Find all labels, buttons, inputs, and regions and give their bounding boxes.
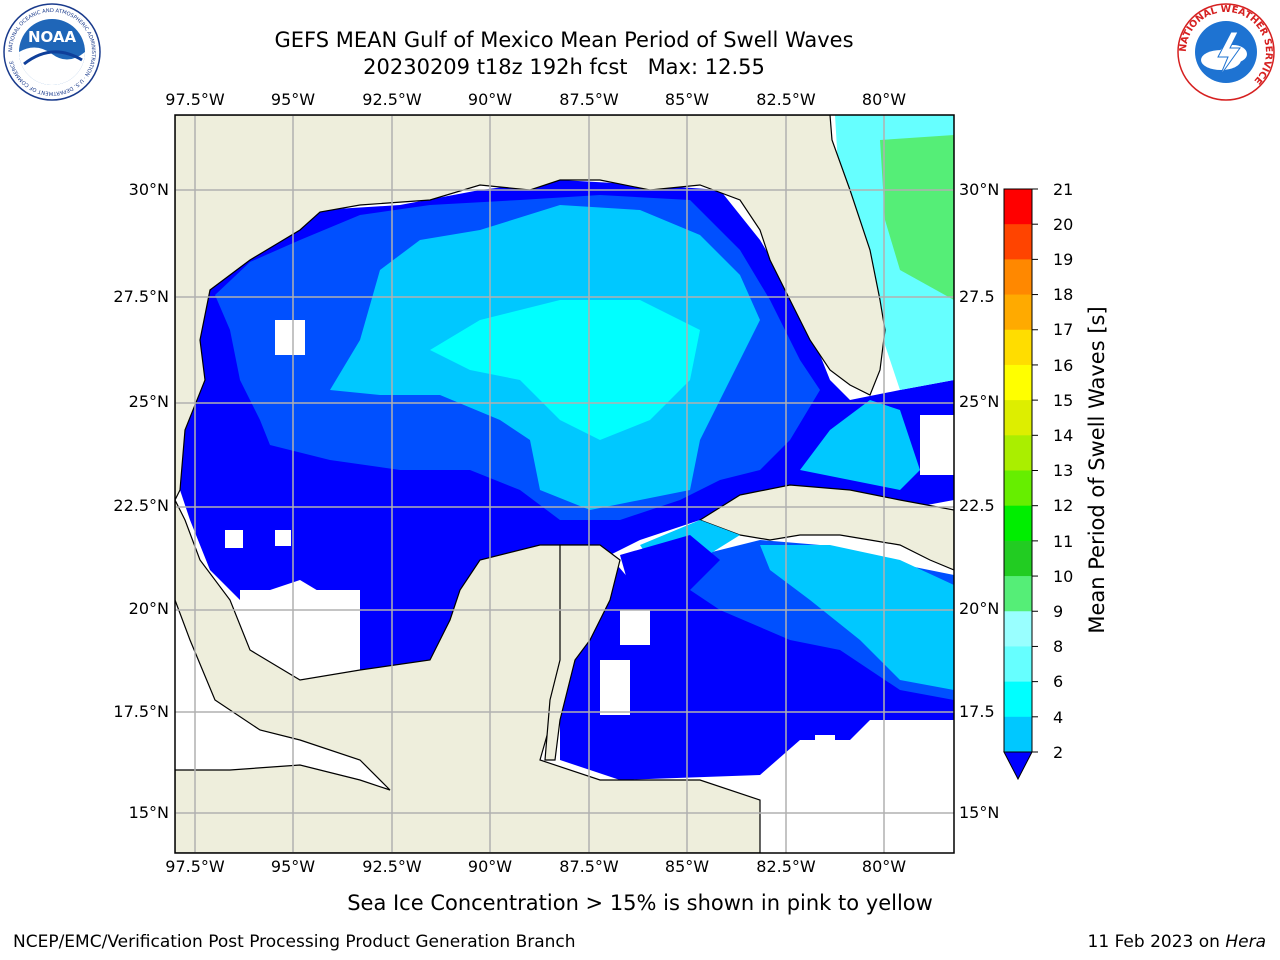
- lon-label-bottom: 80°W: [861, 857, 907, 876]
- graticule: [175, 115, 954, 853]
- colorbar-segment: [1004, 364, 1032, 401]
- colorbar-tick: 2: [1053, 743, 1064, 762]
- lat-label-left: 22.5°N: [113, 496, 169, 515]
- colorbar-segment: [1004, 611, 1032, 647]
- lon-label-top: 95°W: [270, 90, 316, 109]
- lon-label-bottom: 95°W: [270, 857, 316, 876]
- swell-field-4-6s-straits: [800, 400, 920, 490]
- lat-label-right: 15°N: [959, 803, 1000, 822]
- lat-label-left: 27.5°N: [113, 287, 169, 306]
- colorbar-segment: [1004, 716, 1032, 753]
- missing-data-patch: [620, 610, 650, 645]
- lon-label-top: 90°W: [467, 90, 513, 109]
- colorbar-segment: [1004, 224, 1032, 260]
- colorbar-tick: 19: [1053, 250, 1074, 269]
- colorbar-segment: [1004, 400, 1032, 436]
- colorbar-segment: [1004, 646, 1032, 683]
- lat-label-right: 25°N: [959, 392, 1000, 411]
- colorbar-tick: 20: [1053, 215, 1074, 234]
- colorbar-segment: [1004, 294, 1032, 331]
- nws-logo-icon: NATIONAL WEATHER SERVICE: [1177, 3, 1275, 101]
- missing-data-patch: [275, 320, 305, 355]
- missing-data-patch: [225, 530, 243, 548]
- colorbar-tick: 21: [1053, 180, 1074, 199]
- swell-field-yucatan-basin: [620, 535, 720, 600]
- colorbar-tick: 18: [1053, 285, 1074, 304]
- land-mexico: [175, 499, 761, 853]
- swell-field-6-8s: [430, 300, 700, 440]
- missing-data-patch: [275, 530, 291, 546]
- swell-field-atlantic-green: [880, 135, 954, 300]
- lat-label-left: 25°N: [128, 392, 169, 411]
- colorbar-tick: 15: [1053, 391, 1074, 410]
- lat-label-right: 30°N: [959, 180, 1000, 199]
- colorbar-segment: [1004, 189, 1032, 225]
- colorbar-tick: 13: [1053, 461, 1074, 480]
- lon-label-bottom: 97.5°W: [165, 857, 225, 876]
- colorbar-segment: [1004, 505, 1032, 542]
- footer-machine: Hera: [1225, 932, 1266, 952]
- lon-label-top: 92.5°W: [362, 90, 422, 109]
- lon-label-bottom: 85°W: [664, 857, 710, 876]
- colorbar-segment: [1004, 681, 1032, 718]
- map-frame: [174, 114, 955, 854]
- lon-label-top: 82.5°W: [756, 90, 816, 109]
- land-us-gulf-coast: [175, 115, 886, 501]
- lon-label-bottom: 92.5°W: [362, 857, 422, 876]
- lon-label-bottom: 87.5°W: [559, 857, 619, 876]
- colorbar-segment: [1004, 540, 1032, 577]
- missing-data-patch: [760, 775, 954, 853]
- colorbar-tick: 16: [1053, 356, 1074, 375]
- noaa-logo-icon: NOAA NATIONAL OCEANIC AND ATMOSPHERIC AD…: [3, 3, 101, 101]
- colorbar-tick: 12: [1053, 496, 1074, 515]
- missing-data-patch: [600, 660, 630, 715]
- colorbar-tick: 8: [1053, 637, 1064, 656]
- colorbar-under-arrow: [1003, 751, 1033, 781]
- missing-data-patch: [920, 415, 954, 475]
- colorbar-tick: 6: [1053, 672, 1064, 691]
- colorbar-tick: 9: [1053, 602, 1064, 621]
- colorbar-tick: 4: [1053, 708, 1064, 727]
- colorbar-segment: [1004, 435, 1032, 471]
- lat-label-right: 27.5: [959, 287, 995, 306]
- missing-data-patch: [815, 735, 835, 755]
- colorbar-tick: 11: [1053, 532, 1074, 551]
- colorbar-segment: [1004, 259, 1032, 296]
- swell-field-4-6s-caribbean: [760, 545, 954, 690]
- lat-label-right: 17.5: [959, 702, 995, 721]
- lon-label-top: 85°W: [664, 90, 710, 109]
- colorbar-label: Mean Period of Swell Waves [s]: [1085, 306, 1109, 634]
- colorbar-segment: [1004, 329, 1032, 366]
- lat-label-right: 22.5: [959, 496, 995, 515]
- lon-label-top: 87.5°W: [559, 90, 619, 109]
- lat-label-left: 17.5°N: [113, 702, 169, 721]
- sea-ice-note: Sea Ice Concentration > 15% is shown in …: [347, 891, 933, 915]
- lat-label-right: 20°N: [959, 599, 1000, 618]
- footer-branch: NCEP/EMC/Verification Post Processing Pr…: [13, 932, 576, 952]
- lat-label-left: 15°N: [128, 803, 169, 822]
- colorbar-tick: 14: [1053, 426, 1074, 445]
- colorbar-tick: 17: [1053, 320, 1074, 339]
- footer-date: 11 Feb 2023 on Hera: [1087, 932, 1266, 952]
- colorbar-segment: [1004, 576, 1032, 612]
- colorbar-tick: 10: [1053, 567, 1074, 586]
- chart-subtitle: 20230209 t18z 192h fcst Max: 12.55: [363, 55, 765, 79]
- noaa-logo-text: NOAA: [28, 28, 77, 46]
- lon-label-top: 80°W: [861, 90, 907, 109]
- lon-label-top: 97.5°W: [165, 90, 225, 109]
- lon-label-bottom: 90°W: [467, 857, 513, 876]
- lon-label-bottom: 82.5°W: [756, 857, 816, 876]
- chart-title: GEFS MEAN Gulf of Mexico Mean Period of …: [274, 28, 854, 52]
- lat-label-left: 30°N: [128, 180, 169, 199]
- colorbar-segment: [1004, 470, 1032, 507]
- lat-label-left: 20°N: [128, 599, 169, 618]
- land-yucatan: [544, 544, 621, 761]
